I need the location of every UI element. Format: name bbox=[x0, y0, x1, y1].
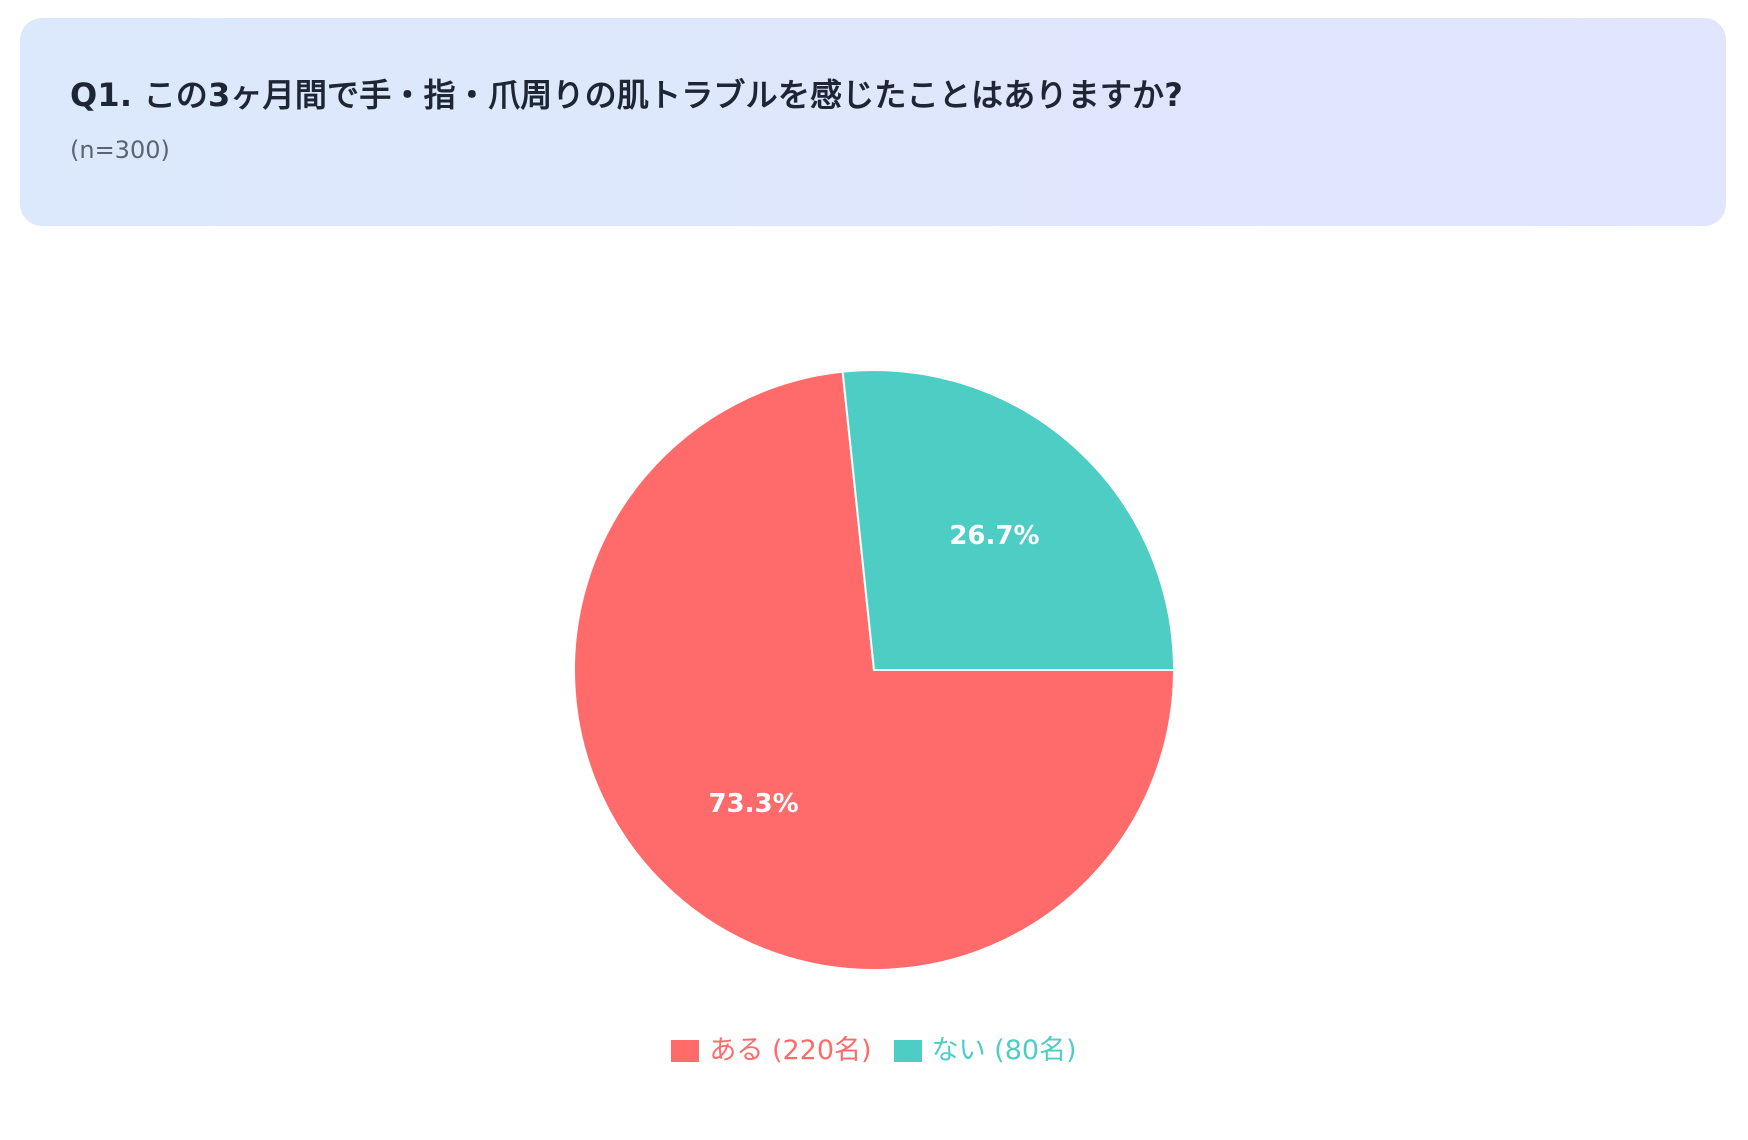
question-header: Q1. この3ヶ月間で手・指・爪周りの肌トラブルを感じたことはありますか? (n… bbox=[20, 18, 1726, 226]
legend-label-nai: ない (80名) bbox=[931, 1035, 1077, 1066]
legend-label-aru: ある (220名) bbox=[709, 1035, 872, 1066]
pie-slices bbox=[573, 369, 1176, 971]
chart-legend: ある (220名) ない (80名) bbox=[0, 1031, 1748, 1071]
legend-swatch-nai bbox=[893, 1040, 922, 1062]
question-title: Q1. この3ヶ月間で手・指・爪周りの肌トラブルを感じたことはありますか? bbox=[70, 76, 1183, 114]
pie-slice-nai[interactable] bbox=[841, 369, 1176, 671]
legend-item-nai[interactable]: ない (80名) bbox=[893, 1031, 1077, 1071]
pie-labels: 73.3% 26.7% bbox=[708, 521, 1039, 819]
sample-size: (n=300) bbox=[70, 136, 170, 164]
pie-label-nai: 26.7% bbox=[949, 521, 1039, 551]
pie-label-aru: 73.3% bbox=[708, 789, 798, 819]
legend-swatch-aru bbox=[671, 1040, 700, 1062]
legend-item-aru[interactable]: ある (220名) bbox=[671, 1031, 872, 1071]
